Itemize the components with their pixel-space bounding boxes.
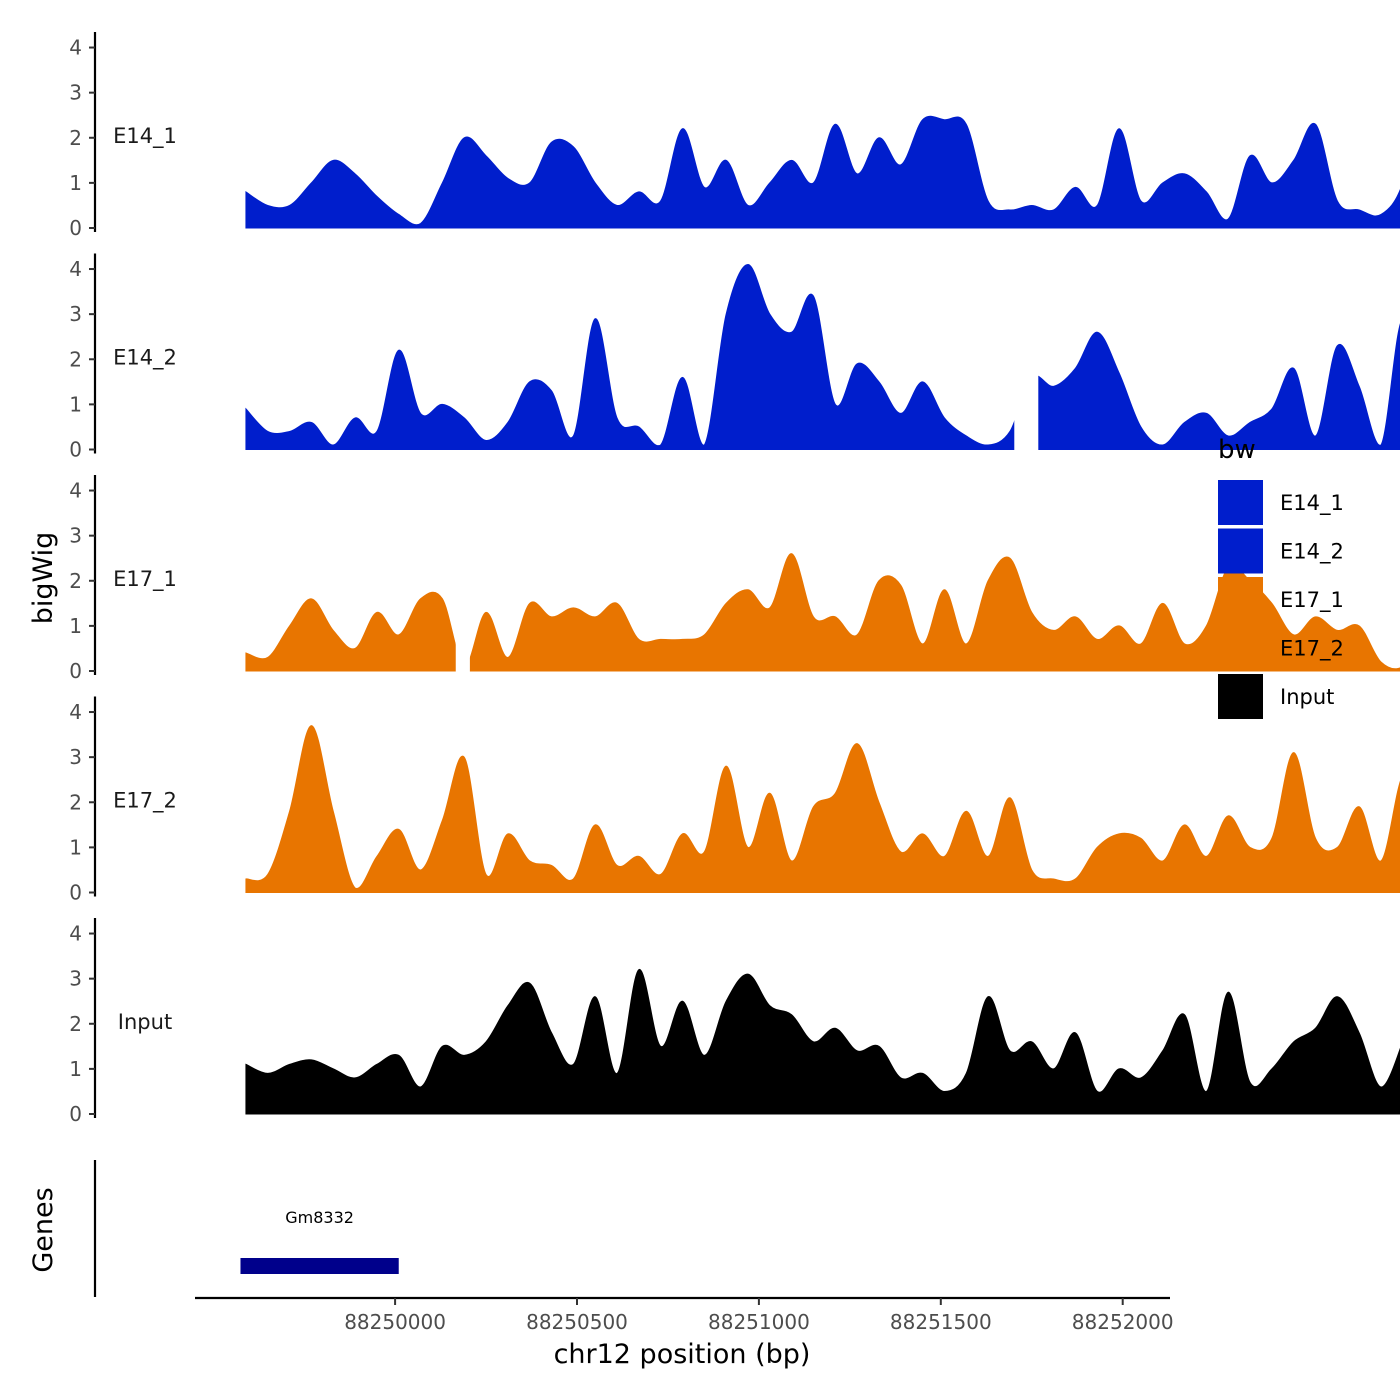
y-tick-label-E17_2-0: 0 (69, 881, 82, 905)
legend-label-Input: Input (1280, 685, 1334, 709)
y-tick-label-Input-3: 3 (69, 967, 82, 991)
gap-E17_1-0 (455, 473, 470, 673)
y-tick-label-E17_1-1: 1 (69, 614, 82, 638)
y-tick-label-E17_2-4: 4 (69, 700, 82, 724)
legend-key-E17_1 (1218, 577, 1263, 622)
legend-key-E14_2 (1218, 528, 1263, 574)
legend-key-E14_1 (1218, 480, 1263, 525)
y-tick-label-Input-2: 2 (69, 1012, 82, 1036)
area-E14_2 (245, 264, 1400, 450)
tracks-layer: 0 1 2 3 4 E14_1 0 1 2 3 4 E14_2 0 1 2 3 4 E17_1 0 1 2 3 4 E17_2… (69, 32, 1400, 1126)
y-axis-title: bigWig (28, 532, 59, 625)
y-tick-label-E14_1-2: 2 (69, 126, 82, 150)
y-tick-label-Input-4: 4 (69, 922, 82, 946)
legend: bw E14_1 E14_2 E17_1 E17_2 Input (1218, 435, 1344, 719)
y-tick-label-Input-1: 1 (69, 1057, 82, 1081)
x-axis: 88250000 88250500 88251000 88251500 88252000 (195, 1296, 1174, 1334)
y-tick-label-E14_2-2: 2 (69, 347, 82, 371)
area-E14_1 (245, 115, 1400, 229)
x-axis-title: chr12 position (bp) (554, 1339, 811, 1370)
track-E14_2: 0 1 2 3 4 E14_2 (69, 251, 1400, 462)
legend-label-E14_1: E14_1 (1280, 491, 1344, 516)
track-label-E14_1: E14_1 (113, 124, 177, 149)
legend-title: bw (1218, 435, 1256, 465)
gene-bar-Gm8332 (240, 1258, 399, 1274)
track-label-E17_2: E17_2 (113, 788, 177, 813)
y-tick-label-Input-0: 0 (69, 1102, 82, 1126)
y-tick-label-E14_2-0: 0 (69, 438, 82, 462)
gene-label-Gm8332: Gm8332 (285, 1208, 354, 1227)
track-label-E14_2: E14_2 (113, 345, 177, 370)
genes-axis-title: Genes (28, 1187, 59, 1272)
y-tick-label-E17_1-2: 2 (69, 569, 82, 593)
track-E17_2: 0 1 2 3 4 E17_2 (69, 696, 1400, 905)
y-tick-label-E17_1-0: 0 (69, 659, 82, 683)
y-tick-label-E14_2-1: 1 (69, 392, 82, 416)
y-tick-label-E14_1-4: 4 (69, 36, 82, 60)
area-E17_2 (245, 725, 1400, 893)
track-E17_1: 0 1 2 3 4 E17_1 (69, 473, 1400, 683)
y-tick-label-E14_1-3: 3 (69, 81, 82, 105)
x-tick-label-88250500: 88250500 (526, 1310, 628, 1334)
y-tick-label-E17_1-4: 4 (69, 479, 82, 503)
legend-key-Input (1218, 674, 1263, 719)
legend-label-E17_2: E17_2 (1280, 637, 1344, 662)
x-tick-label-88250000: 88250000 (344, 1310, 446, 1334)
y-tick-label-E14_2-4: 4 (69, 257, 82, 281)
x-tick-label-88252000: 88252000 (1072, 1310, 1174, 1334)
track-E14_1: 0 1 2 3 4 E14_1 (69, 32, 1400, 240)
legend-label-E17_1: E17_1 (1280, 588, 1344, 613)
gene-track: Gm8332 (93, 1160, 399, 1297)
area-Input (245, 969, 1400, 1115)
legend-key-E17_2 (1218, 625, 1263, 671)
gap-E14_2-0 (1014, 251, 1039, 452)
x-tick-label-88251500: 88251500 (890, 1310, 992, 1334)
x-tick-label-88251000: 88251000 (708, 1310, 810, 1334)
y-tick-label-E17_2-1: 1 (69, 835, 82, 859)
track-Input: 0 1 2 3 4 Input (69, 918, 1400, 1126)
legend-label-E14_2: E14_2 (1280, 540, 1344, 565)
y-tick-label-E17_2-2: 2 (69, 790, 82, 814)
y-tick-label-E17_1-3: 3 (69, 524, 82, 548)
track-label-E17_1: E17_1 (113, 567, 177, 592)
y-tick-label-E17_2-3: 3 (69, 745, 82, 769)
y-tick-label-E14_2-3: 3 (69, 302, 82, 326)
y-tick-label-E14_1-1: 1 (69, 171, 82, 195)
track-label-Input: Input (118, 1010, 172, 1034)
y-tick-label-E14_1-0: 0 (69, 216, 82, 240)
